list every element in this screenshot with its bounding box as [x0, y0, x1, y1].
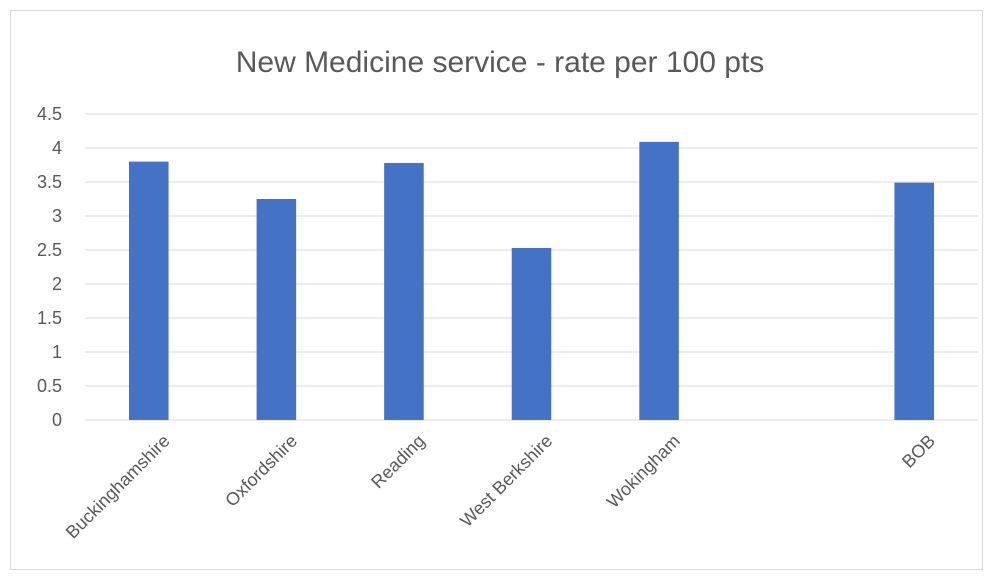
y-tick-label: 1	[52, 342, 62, 362]
y-axis-ticks: 0 0.5 1 1.5 2 2.5 3 3.5 4 4.5	[37, 104, 62, 430]
y-tick-label: 4	[52, 138, 62, 158]
bar	[384, 162, 424, 420]
bars	[129, 141, 934, 420]
y-tick-label: 3	[52, 206, 62, 226]
bar	[894, 182, 934, 420]
chart-frame	[10, 10, 983, 570]
x-tick-label: West Berkshire	[456, 431, 556, 531]
x-tick-label: Wokingham	[603, 431, 684, 512]
bar	[511, 247, 552, 420]
bar	[256, 199, 297, 420]
y-tick-label: 0.5	[37, 376, 62, 396]
y-tick-label: 3.5	[37, 172, 62, 192]
x-axis-labels: Buckinghamshire Oxfordshire Reading West Be…	[62, 431, 939, 543]
chart-title: New Medicine service - rate per 100 pts	[236, 46, 765, 79]
y-tick-label: 0	[52, 410, 62, 430]
y-tick-label: 2	[52, 274, 62, 294]
y-tick-label: 2.5	[37, 240, 62, 260]
bar	[129, 161, 169, 420]
bar	[639, 141, 679, 420]
y-tick-label: 1.5	[37, 308, 62, 328]
x-tick-label: BOB	[898, 431, 939, 472]
x-tick-label: Reading	[367, 431, 429, 493]
x-tick-label: Oxfordshire	[221, 431, 301, 511]
grid-lines	[85, 113, 978, 421]
y-tick-label: 4.5	[37, 104, 62, 124]
x-tick-label: Buckinghamshire	[62, 431, 174, 543]
